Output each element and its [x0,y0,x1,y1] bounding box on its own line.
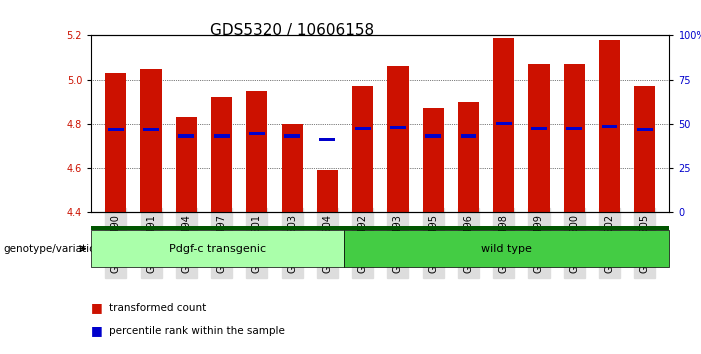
Bar [176,117,197,212]
Bar [529,64,550,212]
Text: ■: ■ [91,325,103,337]
Bar [105,73,126,212]
Bar [599,40,620,212]
Bar [388,67,409,212]
Bar [461,135,477,138]
Bar [249,132,265,136]
Bar [246,91,268,212]
Text: transformed count: transformed count [109,303,206,313]
Bar [355,127,371,130]
Bar [390,126,406,129]
Bar [282,124,303,212]
Text: ■: ■ [91,302,103,314]
Bar [143,128,159,131]
Text: Pdgf-c transgenic: Pdgf-c transgenic [169,244,266,254]
Bar [496,122,512,126]
Bar [426,135,441,138]
Bar [284,135,300,138]
Bar [214,135,229,138]
Bar [601,125,618,128]
Bar [458,102,479,212]
Bar [634,86,655,212]
Bar [493,38,515,212]
Bar [140,69,162,212]
Bar [566,127,582,130]
Text: wild type: wild type [482,244,532,254]
Bar [320,138,335,141]
Bar [531,127,547,130]
Bar [179,135,194,138]
Bar [423,108,444,212]
Bar [564,64,585,212]
Text: GDS5320 / 10606158: GDS5320 / 10606158 [210,23,374,38]
Text: genotype/variation: genotype/variation [4,244,102,254]
Text: percentile rank within the sample: percentile rank within the sample [109,326,285,336]
Bar [108,128,124,131]
Bar [352,86,373,212]
Bar [637,128,653,131]
Bar [317,170,338,212]
Bar [211,97,232,212]
